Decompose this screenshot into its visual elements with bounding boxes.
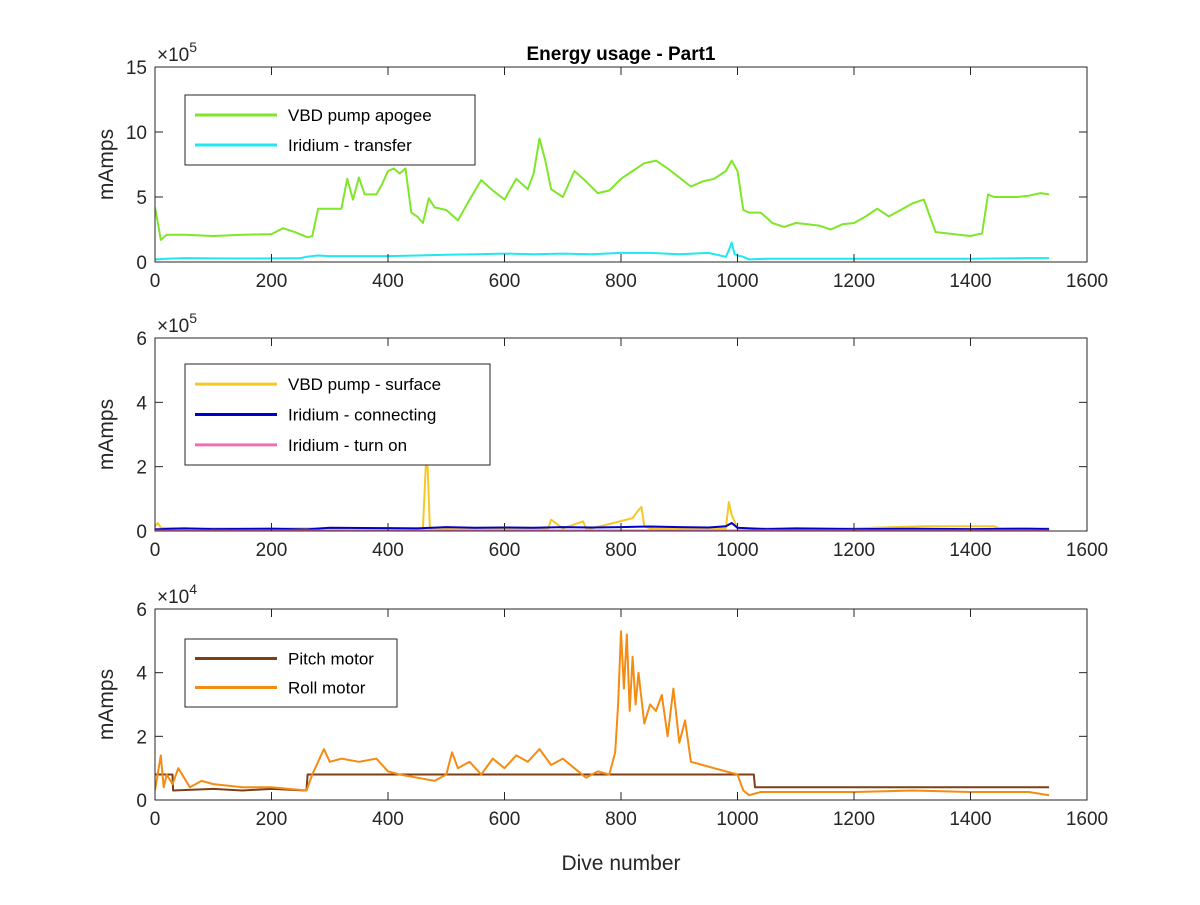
y-tick-label: 10 xyxy=(126,123,147,144)
x-tick-label: 600 xyxy=(489,540,521,561)
x-tick-label: 1200 xyxy=(833,809,875,830)
legend-label: VBD pump - surface xyxy=(288,375,441,394)
x-tick-label: 200 xyxy=(256,809,288,830)
legend-label: Roll motor xyxy=(288,679,366,698)
y-exponent-label: ×104 xyxy=(157,581,197,608)
x-tick-label: 1600 xyxy=(1066,809,1108,830)
x-tick-label: 1600 xyxy=(1066,271,1108,292)
x-tick-label: 800 xyxy=(605,540,637,561)
x-tick-label: 400 xyxy=(372,540,404,561)
x-tick-label: 800 xyxy=(605,809,637,830)
legend-label: Iridium - connecting xyxy=(288,406,436,425)
x-tick-label: 0 xyxy=(150,809,161,830)
x-tick-label: 1200 xyxy=(833,540,875,561)
y-exponent-label: ×105 xyxy=(157,39,197,66)
y-tick-label: 0 xyxy=(136,791,147,812)
y-tick-label: 2 xyxy=(136,458,147,479)
chart-panel-1: 0 200 400 600 800 1000 1200 1400 1600 0 5 10 15 ×105 E… xyxy=(95,39,1108,292)
x-tick-label: 400 xyxy=(372,271,404,292)
y-axis-label: mAmps xyxy=(95,669,118,740)
y-tick-label: 0 xyxy=(136,522,147,543)
y-tick-label: 15 xyxy=(126,58,147,79)
x-tick-label: 200 xyxy=(256,271,288,292)
x-tick-label: 1400 xyxy=(949,809,991,830)
chart-title: Energy usage - Part1 xyxy=(526,44,715,65)
y-tick-label: 4 xyxy=(136,664,147,685)
x-tick-label: 1000 xyxy=(716,540,758,561)
x-tick-label: 200 xyxy=(256,540,288,561)
x-tick-label: 1400 xyxy=(949,540,991,561)
y-tick-label: 6 xyxy=(136,600,147,621)
x-tick-label: 800 xyxy=(605,271,637,292)
x-tick-label: 0 xyxy=(150,271,161,292)
x-tick-label: 1400 xyxy=(949,271,991,292)
x-tick-label: 1200 xyxy=(833,271,875,292)
x-tick-label: 0 xyxy=(150,540,161,561)
x-tick-label: 400 xyxy=(372,809,404,830)
legend-label: Iridium - turn on xyxy=(288,436,407,455)
y-tick-label: 2 xyxy=(136,727,147,748)
chart-panel-3: 0 200 400 600 800 1000 1200 1400 1600 0 2 4 6 ×104 mAm… xyxy=(95,581,1108,875)
y-axis-label: mAmps xyxy=(95,129,118,200)
y-tick-label: 5 xyxy=(136,188,147,209)
legend-label: Iridium - transfer xyxy=(288,136,412,155)
chart-panel-2: 0 200 400 600 800 1000 1200 1400 1600 0 2 4 6 ×105 mAm… xyxy=(95,310,1108,561)
y-tick-label: 6 xyxy=(136,329,147,350)
legend-label: VBD pump apogee xyxy=(288,106,432,125)
x-tick-label: 1600 xyxy=(1066,540,1108,561)
x-axis-label: Dive number xyxy=(561,852,680,875)
y-tick-label: 4 xyxy=(136,393,147,414)
x-tick-label: 600 xyxy=(489,809,521,830)
x-tick-label: 1000 xyxy=(716,809,758,830)
y-axis-label: mAmps xyxy=(95,399,118,470)
y-exponent-label: ×105 xyxy=(157,310,197,337)
y-tick-label: 0 xyxy=(136,253,147,274)
x-tick-label: 1000 xyxy=(716,271,758,292)
legend-label: Pitch motor xyxy=(288,650,374,669)
x-tick-label: 600 xyxy=(489,271,521,292)
